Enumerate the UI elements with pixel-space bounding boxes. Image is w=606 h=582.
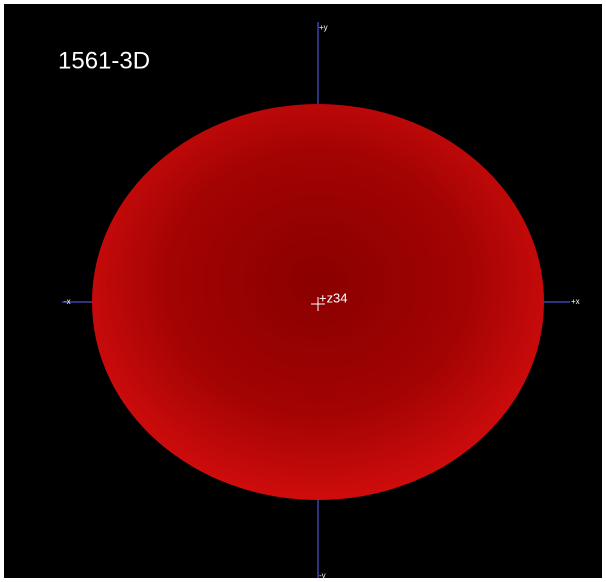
axis-label: +x <box>571 297 580 306</box>
axis-label: -x <box>64 297 71 306</box>
axis-label: -y <box>319 571 326 580</box>
axis-label: +y <box>319 23 328 32</box>
origin-label: 34 <box>333 290 347 305</box>
title: 1561-3D <box>58 47 150 74</box>
axis-label: +z <box>319 290 333 305</box>
